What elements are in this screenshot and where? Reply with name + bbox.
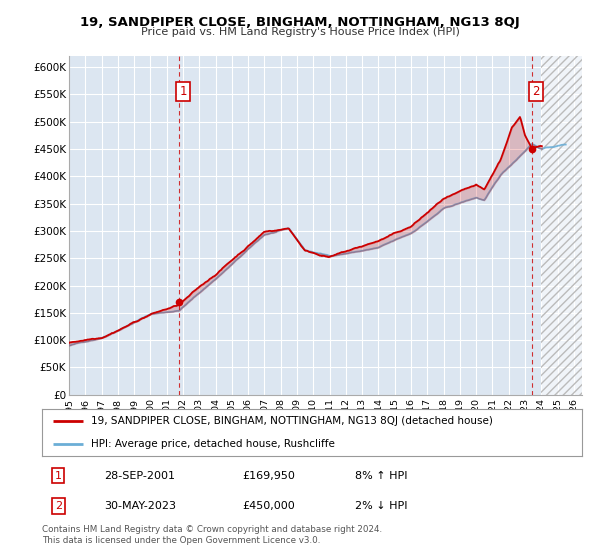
Text: 2: 2 — [532, 85, 539, 98]
Text: 2: 2 — [55, 501, 62, 511]
Text: 19, SANDPIPER CLOSE, BINGHAM, NOTTINGHAM, NG13 8QJ: 19, SANDPIPER CLOSE, BINGHAM, NOTTINGHAM… — [80, 16, 520, 29]
Text: £169,950: £169,950 — [242, 470, 295, 480]
Text: 30-MAY-2023: 30-MAY-2023 — [104, 501, 176, 511]
Text: Price paid vs. HM Land Registry's House Price Index (HPI): Price paid vs. HM Land Registry's House … — [140, 27, 460, 37]
Text: £450,000: £450,000 — [242, 501, 295, 511]
Text: 19, SANDPIPER CLOSE, BINGHAM, NOTTINGHAM, NG13 8QJ (detached house): 19, SANDPIPER CLOSE, BINGHAM, NOTTINGHAM… — [91, 416, 493, 426]
Text: 28-SEP-2001: 28-SEP-2001 — [104, 470, 175, 480]
Bar — [541, 56, 582, 395]
Text: 8% ↑ HPI: 8% ↑ HPI — [355, 470, 408, 480]
Text: 2% ↓ HPI: 2% ↓ HPI — [355, 501, 408, 511]
Bar — [541, 56, 582, 395]
Text: HPI: Average price, detached house, Rushcliffe: HPI: Average price, detached house, Rush… — [91, 439, 334, 449]
Text: Contains HM Land Registry data © Crown copyright and database right 2024.
This d: Contains HM Land Registry data © Crown c… — [42, 525, 382, 545]
Text: 1: 1 — [55, 470, 62, 480]
Text: 1: 1 — [179, 85, 187, 98]
